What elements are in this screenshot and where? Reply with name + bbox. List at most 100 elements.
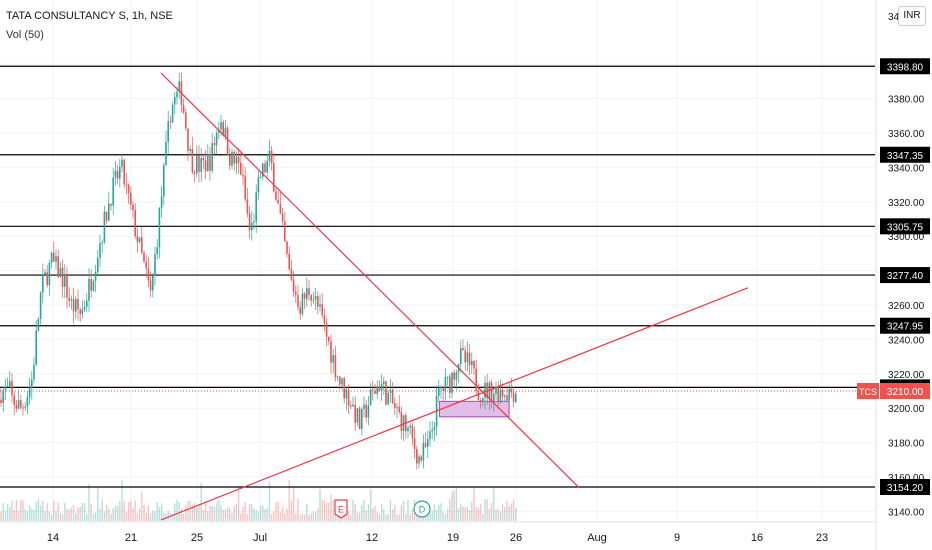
volume-bar [506, 500, 508, 521]
candle-body [442, 387, 444, 391]
candle-body [6, 385, 9, 387]
candle-body [44, 272, 46, 275]
volume-bar [123, 500, 125, 521]
volume-bar [35, 501, 37, 521]
ascending-trendline[interactable] [160, 287, 749, 521]
volume-bar [97, 487, 99, 521]
price-axis[interactable]: 34 3140.00 3160.00 3180.00 3200.00 3220.00 324… [857, 0, 932, 550]
candle-body [323, 315, 326, 324]
volume-bar [330, 494, 332, 521]
volume-bar [22, 500, 24, 521]
candle-body [59, 267, 62, 278]
candle-body [167, 121, 169, 143]
volume-bar [473, 488, 475, 521]
candle-body [48, 262, 51, 285]
currency-button[interactable]: INR [898, 6, 926, 26]
volume-bar [2, 502, 4, 521]
volume-bar [493, 487, 495, 521]
volume-bar [427, 514, 429, 521]
candle-body [358, 408, 361, 429]
candle-body [416, 448, 418, 464]
symbol-tag[interactable] [857, 383, 879, 399]
volume-bar [202, 509, 205, 521]
volume-bar [475, 506, 477, 521]
price-tick-label: 3220.00 [888, 370, 925, 381]
level-price-tag[interactable] [880, 58, 930, 75]
candle-body [433, 426, 436, 430]
candle-body [64, 276, 66, 287]
descending-trendline[interactable] [160, 72, 580, 488]
volume-bar [121, 479, 123, 521]
time-axis[interactable]: 14 21 25 Jul 12 19 26 Aug 9 16 23 [0, 521, 876, 544]
candle-body [240, 162, 242, 175]
level-price-tag[interactable] [880, 267, 930, 284]
volume-bar [468, 509, 471, 521]
zone-rectangle[interactable] [438, 400, 510, 418]
candle-body [290, 268, 293, 280]
volume-bar [108, 508, 110, 521]
volume-bar [407, 500, 409, 521]
candle-body [341, 378, 343, 385]
candle-body [77, 298, 79, 310]
volume-bar [86, 513, 88, 521]
candle-body [79, 309, 81, 314]
volume-bar [141, 491, 143, 521]
volume-bar [477, 507, 480, 521]
candle-body [369, 389, 372, 406]
candle-body [330, 341, 332, 363]
volume-bar [268, 481, 271, 521]
volume-bar [504, 507, 506, 521]
candle-body [396, 406, 398, 408]
candle-body [275, 191, 277, 200]
time-tick-label: 26 [510, 532, 522, 544]
level-price-tag[interactable] [880, 317, 930, 334]
volume-bar [182, 513, 185, 521]
event-marker-label: D [419, 505, 426, 515]
candle-body [204, 160, 207, 172]
time-tick-label: 16 [751, 532, 763, 544]
volume-bar [13, 509, 15, 521]
candle-body [121, 159, 123, 167]
current-price-tag[interactable] [880, 383, 930, 399]
volume-bar [231, 513, 233, 521]
level-price-tag[interactable] [880, 146, 930, 163]
candle-body [301, 293, 304, 314]
volume-bar [400, 505, 403, 521]
volume-bar [134, 500, 136, 521]
volume-bar [149, 513, 152, 521]
level-price-tag[interactable] [880, 478, 930, 495]
volume-bar [193, 502, 196, 521]
horizontal-levels[interactable] [0, 65, 875, 488]
candle-body [200, 158, 202, 172]
trendlines[interactable] [160, 72, 749, 521]
dividend-marker[interactable] [413, 500, 431, 518]
volume-bar [508, 505, 510, 521]
candle-body [273, 163, 275, 192]
candle-body [277, 199, 279, 204]
volume-bar [176, 499, 178, 521]
candle-body [398, 406, 400, 412]
volume-bar [343, 514, 345, 521]
candle-body [420, 456, 422, 461]
volume-bar [457, 508, 460, 521]
volume-bar [398, 514, 400, 521]
candle-body [246, 199, 249, 214]
volume-bar [17, 510, 20, 521]
volume-bar [171, 514, 174, 521]
volume-bar [295, 513, 297, 521]
level-price-tag[interactable] [880, 218, 930, 235]
candle-body [53, 252, 55, 262]
candle-body [57, 256, 59, 278]
candle-body [354, 404, 356, 423]
earnings-marker[interactable] [334, 499, 348, 519]
volume-bar [442, 511, 444, 521]
candle-body [389, 389, 392, 393]
volume-bar [226, 507, 229, 521]
supply-zone[interactable] [438, 400, 510, 418]
volume-bar [446, 508, 449, 521]
candle-body [402, 415, 405, 431]
volume-indicator-label[interactable]: Vol (50) [6, 29, 44, 41]
